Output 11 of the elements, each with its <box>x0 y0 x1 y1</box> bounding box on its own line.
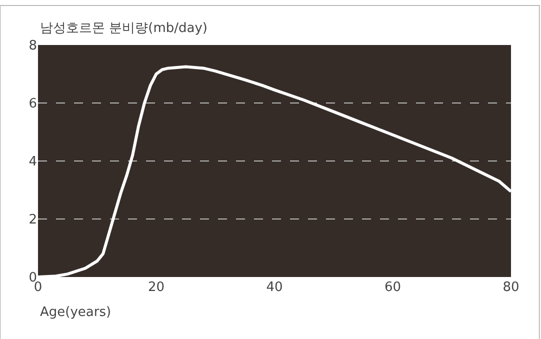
x-tick-label: 80 <box>502 280 520 295</box>
y-tick-label: 4 <box>28 154 37 170</box>
line-series <box>38 65 511 277</box>
x-axis-title: Age(years) <box>40 305 112 320</box>
x-tick-label: 20 <box>148 280 165 295</box>
x-tick-label: 40 <box>266 280 283 295</box>
y-tick-label: 6 <box>28 96 37 112</box>
x-tick-label: 60 <box>384 280 402 295</box>
chart-title: 남성호르몬 분비량(mb/day) <box>40 21 208 36</box>
y-tick-label: 8 <box>28 38 37 54</box>
y-tick-label: 2 <box>28 212 37 228</box>
